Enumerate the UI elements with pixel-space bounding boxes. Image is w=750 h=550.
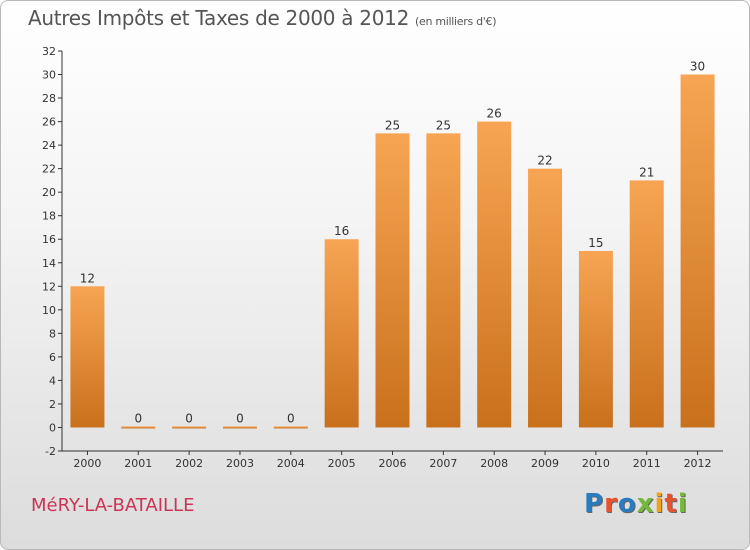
- y-tick-label: 30: [42, 69, 56, 82]
- logo-letter: i: [677, 489, 688, 519]
- bar: [680, 74, 715, 428]
- data-label: 25: [385, 118, 400, 132]
- data-label: 30: [690, 60, 705, 74]
- data-label: 25: [436, 118, 451, 132]
- logo-letter: o: [617, 489, 637, 519]
- x-tick-label: 2010: [582, 457, 610, 470]
- y-tick-label: 18: [42, 210, 56, 223]
- bar: [426, 133, 461, 428]
- x-tick-label: 2003: [226, 457, 254, 470]
- data-label: 22: [537, 154, 552, 168]
- data-label: 15: [588, 236, 603, 250]
- y-tick-label: 16: [42, 233, 56, 246]
- x-tick-label: 2007: [429, 457, 457, 470]
- data-label: 26: [487, 107, 502, 121]
- title-unit: (en milliers d'€): [415, 15, 497, 28]
- proxiti-logo: Proxiti: [584, 489, 688, 519]
- x-tick-label: 2011: [633, 457, 661, 470]
- y-tick-label: 12: [42, 280, 56, 293]
- x-tick-label: 2005: [328, 457, 356, 470]
- y-tick-label: 8: [49, 327, 56, 340]
- title-text: Autres Impôts et Taxes de 2000 à 2012: [28, 6, 409, 30]
- x-tick-label: 2002: [175, 457, 203, 470]
- data-label: 0: [185, 411, 193, 425]
- bar: [222, 426, 257, 429]
- x-tick-label: 2004: [277, 457, 305, 470]
- bar: [375, 133, 410, 428]
- bar: [578, 251, 613, 428]
- bar: [629, 180, 664, 428]
- y-tick-label: 20: [42, 186, 56, 199]
- y-tick-label: 24: [42, 139, 56, 152]
- bar: [121, 426, 156, 429]
- y-tick-label: 32: [42, 45, 56, 58]
- x-tick-label: 2009: [531, 457, 559, 470]
- x-tick-label: 2008: [480, 457, 508, 470]
- y-tick-label: 0: [49, 421, 56, 434]
- y-tick-label: -2: [45, 445, 56, 458]
- data-label: 12: [80, 271, 95, 285]
- y-tick-label: 10: [42, 304, 56, 317]
- y-tick-label: 26: [42, 116, 56, 129]
- data-label: 0: [236, 411, 244, 425]
- y-tick-label: 22: [42, 163, 56, 176]
- logo-letter: P: [584, 489, 605, 519]
- x-tick-label: 2012: [684, 457, 712, 470]
- x-tick-label: 2006: [379, 457, 407, 470]
- x-tick-label: 2001: [124, 457, 152, 470]
- bar: [70, 286, 105, 428]
- commune-name: MéRY-LA-BATAILLE: [31, 495, 195, 516]
- bar: [273, 426, 308, 429]
- chart-title: Autres Impôts et Taxes de 2000 à 2012 (en…: [28, 6, 496, 30]
- logo-letter: i: [654, 489, 665, 519]
- bar: [324, 239, 359, 428]
- logo-letter: t: [664, 489, 678, 519]
- y-tick-label: 2: [49, 398, 56, 411]
- data-label: 0: [134, 411, 142, 425]
- data-label: 21: [639, 165, 654, 179]
- bar: [477, 121, 512, 428]
- data-label: 0: [287, 411, 295, 425]
- data-label: 16: [334, 224, 349, 238]
- y-tick-label: 6: [49, 351, 56, 364]
- y-tick-label: 28: [42, 92, 56, 105]
- logo-letter: r: [604, 489, 618, 519]
- y-tick-label: 4: [49, 374, 56, 387]
- bar: [528, 168, 563, 428]
- y-tick-label: 14: [42, 257, 56, 270]
- logo-letter: x: [636, 489, 655, 519]
- bar: [172, 426, 207, 429]
- x-tick-label: 2000: [73, 457, 101, 470]
